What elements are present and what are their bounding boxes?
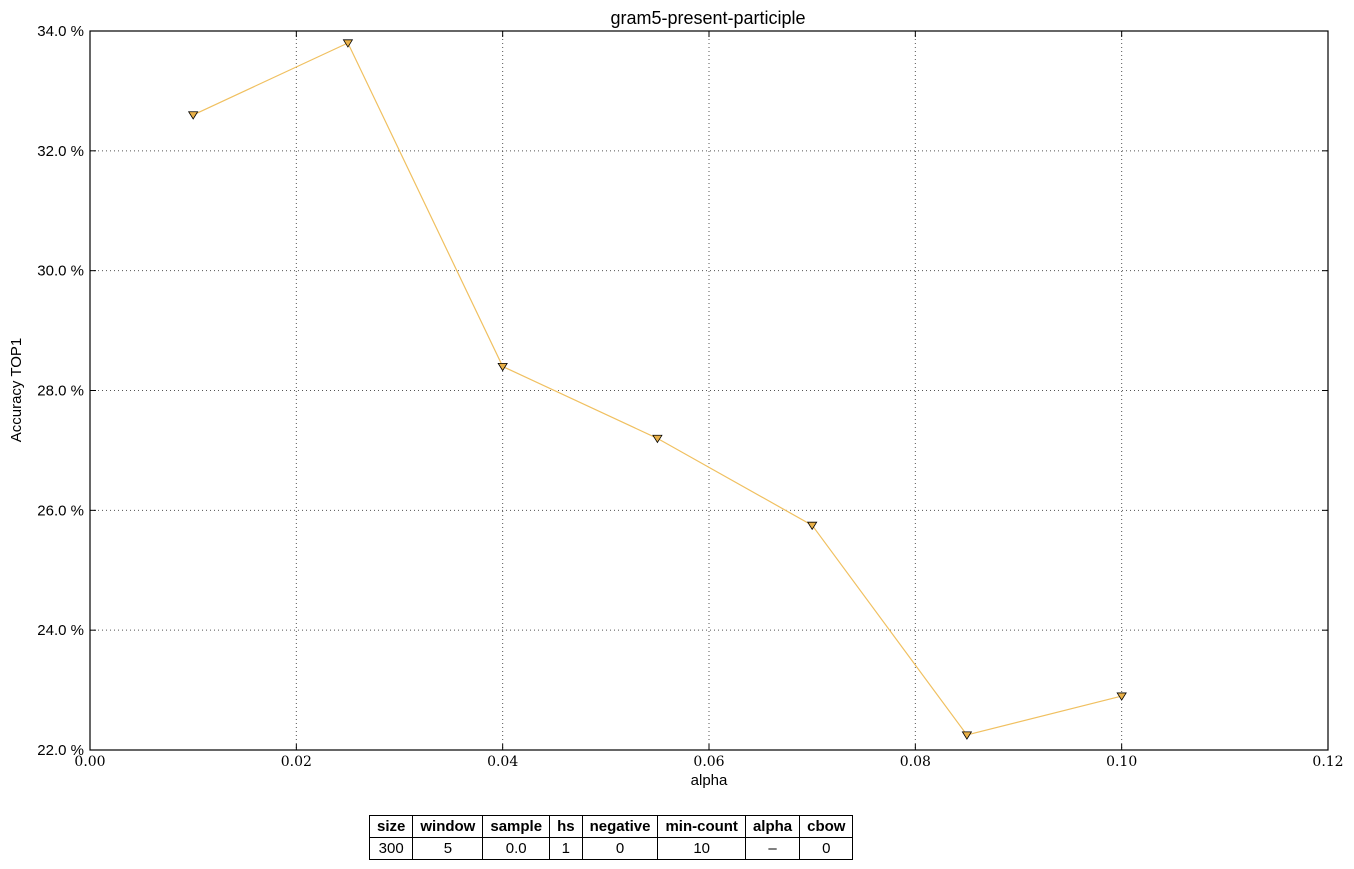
param-value-min-count: 10 bbox=[657, 837, 746, 860]
x-tick-label: 0.12 bbox=[1312, 754, 1343, 770]
data-point bbox=[806, 521, 818, 531]
data-point bbox=[1116, 692, 1127, 701]
parameter-header-row: size window sample hs negative min-count alpha… bbox=[368, 815, 854, 838]
param-value-size: 300 bbox=[368, 837, 414, 860]
chart-title: gram5-present-participle bbox=[610, 8, 805, 28]
param-header-sample: sample bbox=[482, 815, 551, 838]
grid-layer bbox=[90, 31, 1328, 750]
x-tick-label: 0.00 bbox=[74, 754, 105, 770]
data-point bbox=[342, 39, 354, 48]
y-tick-label: 34.0 % bbox=[37, 23, 84, 40]
series-line bbox=[192, 42, 1122, 736]
param-header-negative: negative bbox=[581, 815, 659, 838]
data-point bbox=[961, 731, 973, 740]
param-header-alpha: alpha bbox=[744, 815, 801, 838]
param-value-negative: 0 bbox=[581, 837, 659, 860]
data-point bbox=[652, 434, 663, 444]
param-value-alpha: – bbox=[744, 837, 801, 860]
x-tick-label: 0.10 bbox=[1106, 754, 1137, 770]
param-value-cbow: 0 bbox=[799, 837, 854, 860]
y-tick-label: 32.0 % bbox=[37, 143, 84, 160]
x-tick-label: 0.06 bbox=[693, 754, 724, 770]
parameter-table: size window sample hs negative min-count alpha… bbox=[368, 815, 854, 860]
param-header-size: size bbox=[368, 815, 414, 838]
x-axis-label: alpha bbox=[691, 772, 728, 789]
parameter-value-row: 300 5 0.0 1 0 10–0 bbox=[368, 837, 854, 860]
y-tick-label: 24.0 % bbox=[37, 622, 84, 639]
param-value-window: 5 bbox=[412, 837, 484, 860]
y-tick-label: 22.0 % bbox=[37, 742, 84, 759]
param-header-cbow: cbow bbox=[799, 815, 854, 838]
plot-frame bbox=[89, 30, 1329, 751]
series-layer bbox=[187, 39, 1127, 740]
param-header-min-count: min-count bbox=[657, 815, 746, 838]
x-tick-label: 0.08 bbox=[900, 754, 931, 770]
y-axis-label: Accuracy TOP1 bbox=[8, 338, 25, 443]
data-point bbox=[187, 111, 199, 120]
data-point bbox=[497, 362, 508, 372]
chart: gram5-present-participle 0.00 0.02 0.04 0.0… bbox=[8, 8, 1344, 789]
param-value-sample: 0.0 bbox=[482, 837, 551, 860]
y-tick-label: 28.0 % bbox=[37, 383, 84, 400]
tick-layer: 0.00 0.02 0.04 0.06 0.08 0.10 0.12 22.0 % 24.0 %… bbox=[37, 23, 1343, 770]
param-value-hs: 1 bbox=[549, 837, 583, 860]
param-header-hs: hs bbox=[549, 815, 583, 838]
x-tick-label: 0.02 bbox=[281, 754, 312, 770]
y-tick-label: 26.0 % bbox=[37, 502, 84, 519]
param-header-window: window bbox=[412, 815, 484, 838]
y-tick-label: 30.0 % bbox=[37, 263, 84, 280]
x-tick-label: 0.04 bbox=[487, 754, 518, 770]
